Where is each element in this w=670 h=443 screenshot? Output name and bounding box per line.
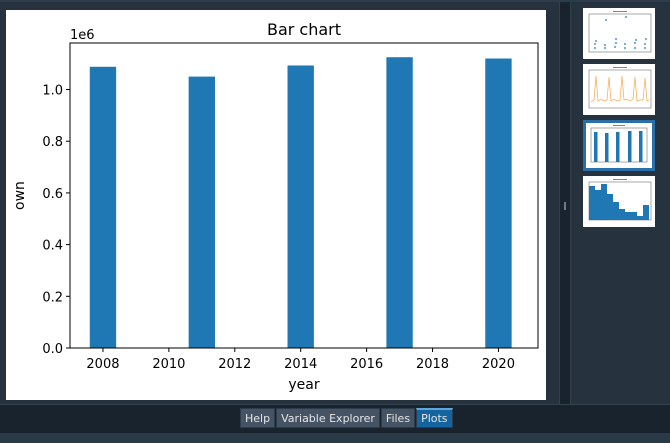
- y-axis-label: own: [12, 181, 28, 210]
- tab-plots[interactable]: Plots: [416, 408, 453, 428]
- plot-canvas: 2008 2010 2012 2014 2016 2018 2020 0.0 0.2 0.4 0.6…: [6, 10, 546, 400]
- thumbnail-scatter[interactable]: [583, 8, 655, 59]
- thumbnail-line[interactable]: [583, 64, 655, 115]
- axes-frame: [69, 42, 539, 349]
- x-tick-label-2018: 2018: [416, 357, 449, 372]
- y-tick-label-4: 0.8: [42, 135, 63, 150]
- plot-viewer-pane: 2008 2010 2012 2014 2016 2018 2020 0.0 0.2 0.4 0.6…: [0, 2, 560, 404]
- y-tick-label-0: 0.0: [42, 342, 63, 357]
- y-offset-text: 1e6: [70, 28, 95, 43]
- line-thumbnail-icon: [588, 67, 652, 109]
- bottom-panel: Help Variable Explorer Files Plots: [0, 404, 670, 443]
- y-tick-label-5: 1.0: [42, 84, 63, 99]
- bar-2014: [287, 65, 314, 348]
- bar-2020: [485, 58, 512, 348]
- bar-thumbnail-icon: [590, 125, 648, 163]
- bar-chart: 2008 2010 2012 2014 2016 2018 2020 0.0 0.2 0.4 0.6…: [12, 20, 539, 393]
- tab-files[interactable]: Files: [380, 408, 416, 428]
- tab-variable-explorer[interactable]: Variable Explorer: [276, 408, 380, 428]
- pane-tabs: Help Variable Explorer Files Plots: [240, 408, 453, 430]
- y-tick-label-3: 0.6: [42, 187, 63, 202]
- x-tick-label-2010: 2010: [152, 357, 185, 372]
- x-tick-label-2020: 2020: [482, 357, 515, 372]
- splitter-grip-icon[interactable]: [564, 202, 566, 210]
- thumbnail-histogram[interactable]: [583, 176, 655, 227]
- x-tick-label-2012: 2012: [218, 357, 251, 372]
- top-border: [0, 0, 670, 2]
- y-tick-label-1: 0.2: [42, 290, 63, 305]
- plot-thumbnails-pane: [570, 2, 670, 404]
- bar-2008: [89, 66, 117, 348]
- bar-2011: [188, 76, 216, 349]
- tab-help[interactable]: Help: [240, 408, 276, 428]
- status-bar: [0, 433, 670, 443]
- x-axis-label: year: [288, 377, 319, 393]
- x-tick-label-2016: 2016: [350, 357, 383, 372]
- chart-title: Bar chart: [267, 20, 341, 39]
- x-tick-label-2008: 2008: [86, 357, 119, 372]
- pane-splitter[interactable]: [560, 2, 570, 404]
- y-tick-label-2: 0.4: [42, 239, 63, 254]
- bar-2017: [386, 57, 413, 349]
- scatter-thumbnail-icon: [588, 11, 652, 53]
- histogram-thumbnail-icon: [588, 179, 652, 221]
- x-tick-label-2014: 2014: [284, 357, 317, 372]
- thumbnail-bar[interactable]: [583, 120, 655, 171]
